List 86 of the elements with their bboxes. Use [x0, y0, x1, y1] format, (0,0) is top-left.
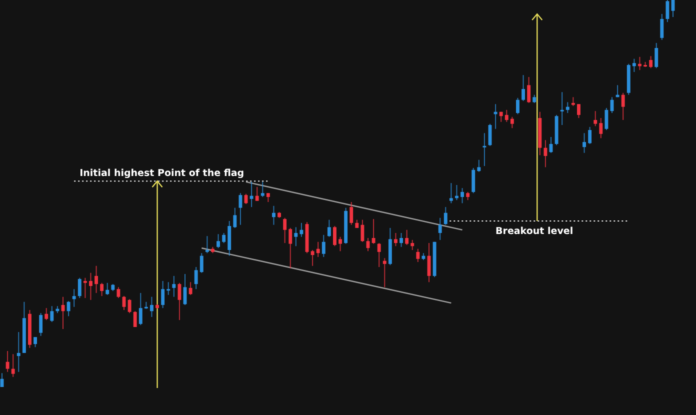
candlestick — [260, 181, 264, 198]
candlestick — [106, 282, 110, 296]
candlestick — [410, 239, 414, 250]
candlestick — [172, 275, 176, 298]
candlestick — [205, 236, 209, 254]
candlestick — [400, 232, 403, 248]
candlestick — [566, 102, 570, 114]
candlestick — [510, 116, 514, 129]
candlestick — [604, 107, 608, 131]
candlestick — [272, 205, 276, 226]
candlestick — [194, 266, 198, 290]
candlestick — [449, 182, 453, 204]
candlestick — [11, 354, 15, 378]
candlestick — [94, 265, 98, 294]
candlestick — [138, 292, 142, 326]
candlestick — [78, 277, 82, 298]
candlestick — [66, 300, 70, 317]
candlestick — [438, 217, 442, 240]
candlestick — [188, 282, 192, 296]
candlestick — [310, 250, 314, 266]
candlestick — [178, 282, 182, 321]
candlestick — [6, 350, 10, 372]
candlestick — [116, 286, 120, 298]
candlestick — [333, 226, 336, 247]
candlestick — [316, 241, 320, 258]
candlestick — [238, 192, 242, 226]
candlestick — [477, 159, 481, 172]
candlestick — [216, 234, 220, 249]
candlestick — [582, 132, 586, 154]
candlestick — [34, 336, 37, 348]
candlestick — [83, 277, 87, 298]
candlestick — [527, 76, 531, 104]
candlestick — [594, 110, 598, 127]
candlestick — [288, 227, 292, 269]
candlestick — [16, 332, 20, 372]
candlestick — [577, 104, 580, 119]
candlestick — [522, 74, 525, 102]
candlestick — [72, 288, 76, 308]
candlestick — [588, 126, 592, 144]
candlestick — [39, 312, 43, 336]
candlestick — [133, 310, 137, 328]
candlestick — [128, 298, 132, 314]
candlestick — [666, 0, 670, 23]
candlestick — [654, 42, 658, 69]
candlestick — [166, 282, 170, 296]
candlestick — [322, 234, 326, 258]
candlestick — [233, 207, 237, 228]
ref-line-label: Initial highest Point of the flag — [80, 168, 244, 180]
candlestick — [382, 258, 386, 288]
candlestick — [161, 280, 165, 309]
candlestick — [482, 132, 486, 167]
candlestick — [300, 222, 304, 238]
ref-line-label: Breakout level — [496, 226, 574, 237]
candlestick — [350, 202, 354, 226]
candlestick — [504, 109, 508, 122]
candlestick — [621, 92, 625, 120]
candlestick — [472, 167, 476, 194]
candlestick — [394, 232, 398, 247]
candlestick — [560, 92, 564, 126]
candlestick — [416, 248, 420, 262]
candlestick — [44, 308, 48, 321]
candlestick — [405, 229, 409, 246]
candlestick — [377, 242, 381, 268]
candlestick — [100, 282, 104, 297]
candlestick — [444, 206, 448, 226]
candlestick — [50, 306, 54, 322]
candlestick — [283, 217, 287, 244]
candlestick — [516, 97, 520, 115]
candlestick — [255, 186, 259, 202]
candlestick — [150, 296, 154, 318]
candlestick — [222, 232, 226, 244]
candlestick — [649, 56, 653, 69]
candlestick — [228, 220, 232, 256]
candlestick — [294, 226, 298, 247]
candlestick — [338, 236, 342, 252]
candlestick — [327, 219, 331, 238]
candlestick — [460, 188, 464, 204]
candlestick — [544, 140, 548, 168]
candlestick — [250, 181, 254, 208]
candlestick — [89, 272, 92, 300]
candlestick — [660, 13, 664, 40]
candlestick — [599, 118, 603, 139]
candlestick — [360, 219, 364, 242]
candlestick — [200, 252, 204, 274]
candlestick — [632, 58, 636, 72]
candlestick — [372, 218, 376, 244]
